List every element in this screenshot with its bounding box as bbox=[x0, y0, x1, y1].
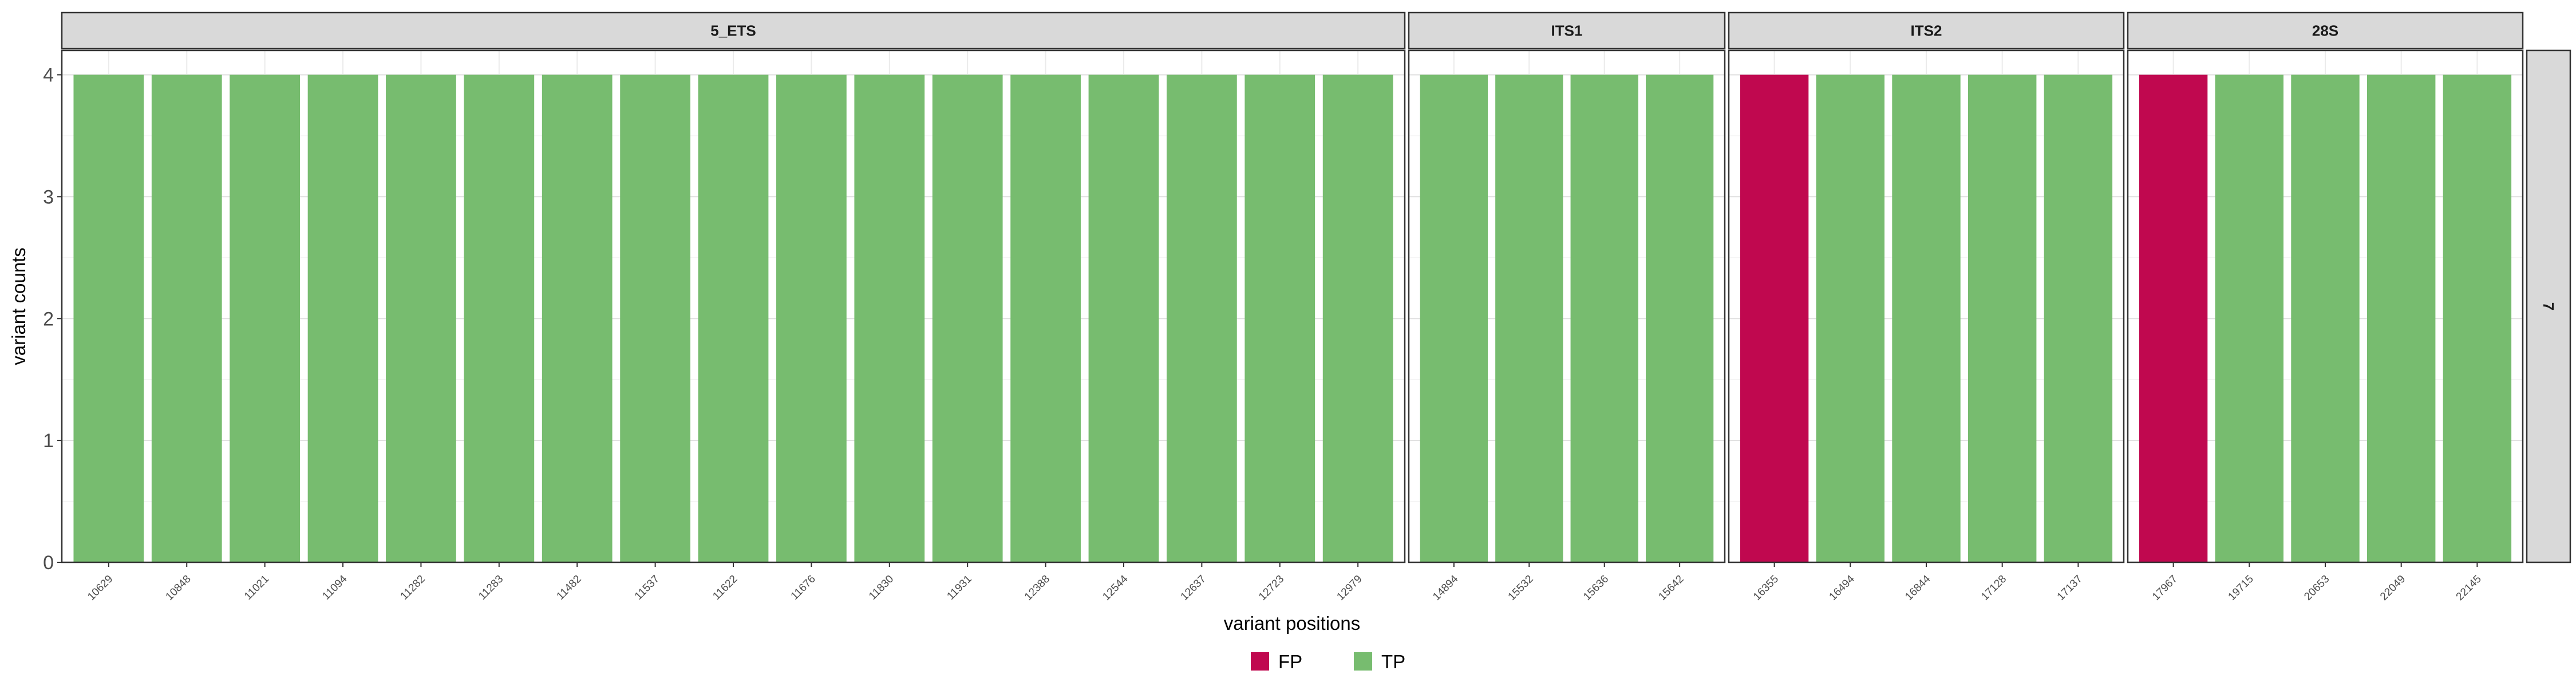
bar-5_ETS-11830 bbox=[854, 74, 925, 563]
bar-ITS1-15532 bbox=[1495, 74, 1563, 563]
bar-28S-22145 bbox=[2443, 74, 2512, 563]
legend-key-TP bbox=[1354, 652, 1372, 671]
x-tick-label: 11094 bbox=[320, 573, 350, 602]
x-tick-label: 12979 bbox=[1334, 573, 1364, 603]
x-tick-label: 14894 bbox=[1431, 573, 1461, 603]
bar-5_ETS-12723 bbox=[1244, 74, 1315, 563]
bar-5_ETS-11622 bbox=[698, 74, 769, 563]
x-tick-label: 12544 bbox=[1100, 573, 1131, 603]
legend-label-TP: TP bbox=[1381, 651, 1405, 672]
bar-5_ETS-12544 bbox=[1088, 74, 1159, 563]
bar-5_ETS-11094 bbox=[307, 74, 378, 563]
bar-5_ETS-11676 bbox=[776, 74, 847, 563]
bar-5_ETS-10629 bbox=[73, 74, 144, 563]
x-tick-label: 11282 bbox=[398, 573, 428, 602]
x-tick-label: 19715 bbox=[2226, 573, 2256, 603]
bar-ITS2-16844 bbox=[1892, 74, 1961, 563]
bar-5_ETS-12979 bbox=[1322, 74, 1393, 563]
bar-28S-22049 bbox=[2366, 74, 2436, 563]
bar-ITS2-17128 bbox=[1967, 74, 2037, 563]
bar-5_ETS-11931 bbox=[932, 74, 1003, 563]
y-axis-title: variant counts bbox=[8, 247, 29, 365]
x-tick-label: 12637 bbox=[1179, 573, 1208, 603]
bar-5_ETS-12637 bbox=[1166, 74, 1237, 563]
x-tick-label: 11482 bbox=[555, 573, 584, 602]
x-tick-label: 16355 bbox=[1751, 573, 1781, 603]
x-tick-label: 16494 bbox=[1827, 573, 1858, 603]
bar-28S-20653 bbox=[2291, 74, 2360, 563]
bar-ITS1-15642 bbox=[1646, 74, 1714, 563]
x-tick-label: 11830 bbox=[867, 573, 896, 602]
x-tick-label: 10848 bbox=[164, 573, 193, 603]
x-tick-label: 11622 bbox=[710, 573, 740, 602]
facet-strip-label: 28S bbox=[2312, 22, 2338, 40]
y-tick-label: 4 bbox=[43, 65, 54, 86]
x-tick-label: 17967 bbox=[2150, 573, 2180, 603]
facet-strip bbox=[1728, 11, 2125, 50]
x-tick-label: 11021 bbox=[242, 573, 271, 602]
bar-ITS2-16355 bbox=[1740, 74, 1809, 563]
bar-5_ETS-12388 bbox=[1010, 74, 1081, 563]
row-strip bbox=[2526, 49, 2571, 563]
bar-5_ETS-11537 bbox=[620, 74, 690, 563]
x-tick-label: 20653 bbox=[2302, 573, 2332, 603]
x-tick-label: 11283 bbox=[476, 573, 505, 602]
bar-5_ETS-11282 bbox=[386, 74, 456, 563]
facet-strip-label: ITS2 bbox=[1911, 22, 1942, 40]
x-tick-label: 22145 bbox=[2454, 573, 2484, 603]
x-axis-title: variant positions bbox=[1224, 613, 1360, 634]
x-tick-label: 15636 bbox=[1581, 573, 1611, 603]
facet-strip bbox=[61, 11, 1406, 50]
facet-strip bbox=[1408, 11, 1726, 50]
facet-strip-label: ITS1 bbox=[1551, 22, 1583, 40]
y-tick-label: 1 bbox=[43, 430, 54, 452]
bar-5_ETS-10848 bbox=[151, 74, 222, 563]
bar-5_ETS-11283 bbox=[464, 74, 535, 563]
bar-ITS1-15636 bbox=[1570, 74, 1638, 563]
legend-key-FP bbox=[1251, 652, 1269, 671]
y-tick-label: 2 bbox=[43, 308, 54, 330]
bar-ITS2-17137 bbox=[2044, 74, 2113, 563]
bar-5_ETS-11482 bbox=[542, 74, 613, 563]
x-tick-label: 17137 bbox=[2055, 573, 2085, 603]
x-tick-label: 15642 bbox=[1656, 573, 1686, 603]
y-tick-label: 0 bbox=[43, 552, 54, 574]
x-tick-label: 11537 bbox=[633, 573, 662, 602]
facet-strip bbox=[2127, 11, 2524, 50]
bar-5_ETS-11021 bbox=[230, 74, 301, 563]
x-tick-label: 17128 bbox=[1979, 573, 2009, 603]
legend-label-FP: FP bbox=[1278, 651, 1302, 672]
row-strip-label: 7 bbox=[2540, 302, 2557, 310]
x-tick-label: 15532 bbox=[1506, 573, 1536, 603]
panel-border bbox=[1408, 49, 1726, 563]
facet-strip-label: 5_ETS bbox=[710, 22, 756, 40]
x-tick-label: 11931 bbox=[945, 573, 974, 602]
bar-28S-17967 bbox=[2139, 74, 2208, 563]
x-tick-label: 16844 bbox=[1903, 573, 1933, 603]
bar-28S-19715 bbox=[2215, 74, 2284, 563]
x-tick-label: 12388 bbox=[1022, 573, 1052, 603]
x-tick-label: 10629 bbox=[85, 573, 115, 603]
x-tick-label: 12723 bbox=[1257, 573, 1286, 603]
bar-ITS1-14894 bbox=[1420, 74, 1488, 563]
x-tick-label: 22049 bbox=[2378, 573, 2408, 603]
bar-ITS2-16494 bbox=[1816, 74, 1885, 563]
x-tick-label: 11676 bbox=[789, 573, 818, 602]
y-tick-label: 3 bbox=[43, 186, 54, 208]
